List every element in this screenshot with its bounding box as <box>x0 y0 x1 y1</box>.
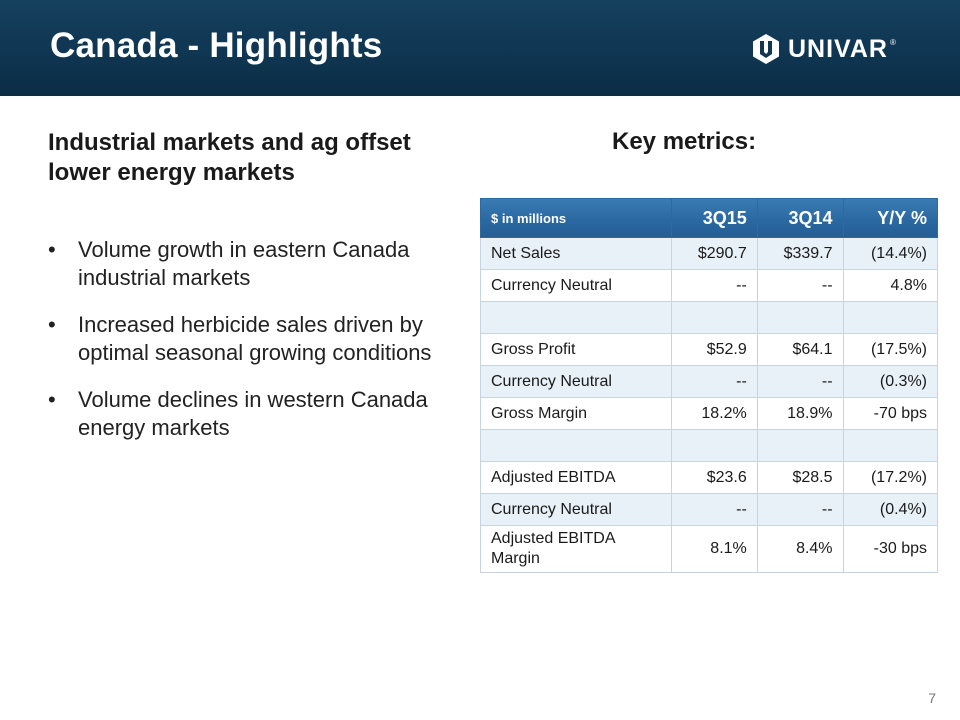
cell-yoy <box>842 301 939 334</box>
list-item: • Increased herbicide sales driven by op… <box>48 311 448 367</box>
list-item: • Volume declines in western Canada ener… <box>48 386 448 442</box>
cell-yoy: 4.8% <box>842 269 939 302</box>
logo-text: UNIVAR <box>788 34 888 63</box>
cell-3q14: 18.9% <box>756 397 844 430</box>
cell-3q15: -- <box>671 365 758 398</box>
bullet-text: Increased herbicide sales driven by opti… <box>78 312 432 365</box>
cell-yoy: (14.4%) <box>842 237 939 270</box>
table-row-spacer <box>480 429 939 462</box>
cell-yoy: -70 bps <box>842 397 939 430</box>
bullet-marker: • <box>48 237 56 262</box>
cell-yoy <box>842 429 939 462</box>
cell-3q14: $339.7 <box>756 237 844 270</box>
column-header-yoy: Y/Y % <box>842 198 939 238</box>
table-row: Currency Neutral -- -- 4.8% <box>480 269 939 302</box>
row-label: Currency Neutral <box>480 365 672 398</box>
table-row: Net Sales $290.7 $339.7 (14.4%) <box>480 237 939 270</box>
row-label: Currency Neutral <box>480 493 672 526</box>
row-label: Gross Margin <box>480 397 672 430</box>
row-label: Gross Profit <box>480 333 672 366</box>
cell-yoy: (17.2%) <box>842 461 939 494</box>
table-row: Gross Margin 18.2% 18.9% -70 bps <box>480 397 939 430</box>
cell-3q14: $28.5 <box>756 461 844 494</box>
logo-registered-mark: ® <box>889 38 896 47</box>
cell-3q15: $52.9 <box>671 333 758 366</box>
row-label <box>480 301 672 334</box>
title-bar: Canada - Highlights UNIVAR ® <box>0 0 960 96</box>
univar-logo: UNIVAR ® <box>752 32 896 66</box>
cell-3q14: -- <box>756 365 844 398</box>
table-row-spacer <box>480 301 939 334</box>
row-label: Net Sales <box>480 237 672 270</box>
cell-3q15: -- <box>671 493 758 526</box>
key-metrics-table: $ in millions 3Q15 3Q14 Y/Y % Net Sales … <box>480 198 939 573</box>
column-header-units: $ in millions <box>480 198 672 238</box>
univar-logo-icon <box>753 34 779 64</box>
cell-3q15: -- <box>671 269 758 302</box>
cell-yoy: (0.4%) <box>842 493 939 526</box>
cell-yoy: (0.3%) <box>842 365 939 398</box>
cell-3q15: $290.7 <box>671 237 758 270</box>
bullet-text: Volume declines in western Canada energy… <box>78 387 428 440</box>
row-label: Adjusted EBITDA Margin <box>480 525 672 573</box>
bullet-text: Volume growth in eastern Canada industri… <box>78 237 410 290</box>
subheading: Industrial markets and ag offset lower e… <box>48 129 411 186</box>
cell-yoy: -30 bps <box>842 525 939 573</box>
row-label: Currency Neutral <box>480 269 672 302</box>
slide-title: Canada - Highlights <box>50 26 383 65</box>
table-header-row: $ in millions 3Q15 3Q14 Y/Y % <box>480 198 939 238</box>
cell-3q15 <box>671 301 758 334</box>
cell-3q14: $64.1 <box>756 333 844 366</box>
cell-3q14 <box>756 301 844 334</box>
table-row: Adjusted EBITDA $23.6 $28.5 (17.2%) <box>480 461 939 494</box>
cell-3q15: 18.2% <box>671 397 758 430</box>
row-label <box>480 429 672 462</box>
page-number: 7 <box>928 690 936 706</box>
table-row: Currency Neutral -- -- (0.4%) <box>480 493 939 526</box>
cell-3q15 <box>671 429 758 462</box>
bullet-marker: • <box>48 312 56 337</box>
table-row: Currency Neutral -- -- (0.3%) <box>480 365 939 398</box>
table-row: Adjusted EBITDA Margin 8.1% 8.4% -30 bps <box>480 525 939 573</box>
cell-yoy: (17.5%) <box>842 333 939 366</box>
key-metrics-heading: Key metrics: <box>612 128 757 155</box>
list-item: • Volume growth in eastern Canada indust… <box>48 236 448 292</box>
cell-3q14 <box>756 429 844 462</box>
column-header-3q15: 3Q15 <box>671 198 758 238</box>
highlights-list: • Volume growth in eastern Canada indust… <box>48 236 448 461</box>
table-row: Gross Profit $52.9 $64.1 (17.5%) <box>480 333 939 366</box>
cell-3q15: $23.6 <box>671 461 758 494</box>
cell-3q14: 8.4% <box>756 525 844 573</box>
bullet-marker: • <box>48 387 56 412</box>
cell-3q14: -- <box>756 493 844 526</box>
row-label: Adjusted EBITDA <box>480 461 672 494</box>
column-header-3q14: 3Q14 <box>756 198 844 238</box>
cell-3q14: -- <box>756 269 844 302</box>
cell-3q15: 8.1% <box>671 525 758 573</box>
